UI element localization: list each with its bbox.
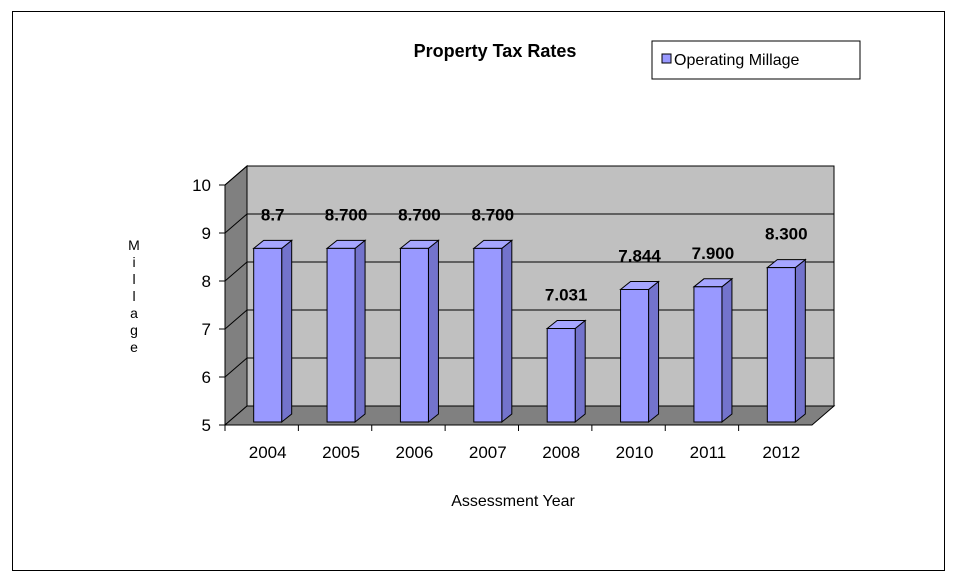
y-tick-label: 6 <box>202 368 211 387</box>
y-axis-title-letter: a <box>130 305 138 321</box>
y-axis-title-letter: l <box>132 288 135 304</box>
bar-2006 <box>399 239 440 424</box>
x-tick-label: 2012 <box>762 443 800 462</box>
bar-front <box>399 247 429 423</box>
y-tick-label: 9 <box>202 224 211 243</box>
y-tick-label: 7 <box>202 320 211 339</box>
bar-side <box>427 239 439 424</box>
x-tick-label: 2011 <box>690 443 727 462</box>
y-axis-title-letter: l <box>132 271 135 287</box>
bar-side <box>721 277 733 424</box>
y-tick-label: 10 <box>192 176 211 195</box>
bar-front <box>326 247 356 423</box>
data-label: 7.844 <box>618 246 661 265</box>
x-tick-label: 2004 <box>249 443 287 462</box>
x-tick-label: 2007 <box>469 443 507 462</box>
bar-side <box>281 239 293 424</box>
y-tick-label: 8 <box>202 272 211 291</box>
bar-2011 <box>692 277 734 424</box>
y-axis-title-letter: i <box>132 254 135 270</box>
bar-2004 <box>252 239 294 424</box>
gridline-side <box>224 165 248 186</box>
y-axis-title-letter: e <box>130 339 138 355</box>
x-tick-label: 2008 <box>542 443 580 462</box>
y-axis-title-letter: M <box>128 237 140 253</box>
data-label: 8.7 <box>261 205 285 224</box>
bar-side <box>354 239 366 424</box>
data-label: 7.031 <box>545 286 588 305</box>
bar-2007 <box>472 239 514 424</box>
gridline-side <box>224 261 248 282</box>
bar-front <box>473 247 503 423</box>
data-label: 8.700 <box>325 205 368 224</box>
x-tick-label: 2010 <box>616 443 654 462</box>
chart-side-wall <box>224 164 248 427</box>
bar-2010 <box>619 280 660 424</box>
data-label: 8.300 <box>765 225 808 244</box>
x-tick-label: 2006 <box>396 443 434 462</box>
axes: 5 6 7 8 9 10 2004 2005 2006 2007 2008 2010 2011 2012 <box>192 176 812 462</box>
bar-2008 <box>545 319 587 424</box>
y-axis-title-letter: g <box>130 322 138 338</box>
bar-front <box>620 288 650 423</box>
data-labels: 8.7 8.700 8.700 8.700 7.031 7.844 7.900 8.300 <box>261 205 808 304</box>
bar-front <box>693 286 723 423</box>
gridline-side <box>224 309 248 330</box>
data-label: 8.700 <box>472 205 515 224</box>
x-tick-label: 2005 <box>322 443 360 462</box>
bar-2005 <box>325 239 367 424</box>
legend: Operating Millage <box>651 40 861 80</box>
chart-title: Property Tax Rates <box>414 41 577 61</box>
y-tick-label: 5 <box>202 416 211 435</box>
data-label: 7.900 <box>692 244 735 263</box>
legend-swatch <box>661 53 672 64</box>
gridline-side <box>224 357 248 378</box>
bar-front <box>546 328 576 423</box>
bar-2012 <box>765 258 807 424</box>
bar-side <box>501 239 513 424</box>
bar-side <box>648 280 660 424</box>
bar-series-operating-millage <box>252 239 807 424</box>
data-label: 8.700 <box>398 205 441 224</box>
bar-side <box>574 319 586 424</box>
gridline-side <box>224 213 248 234</box>
x-axis-title: Assessment Year <box>451 493 575 510</box>
bar-side <box>794 258 806 424</box>
legend-box <box>651 40 861 80</box>
legend-label: Operating Millage <box>674 52 800 69</box>
chart-floor <box>223 405 836 426</box>
bar-front <box>253 247 283 423</box>
bar-front <box>766 267 796 423</box>
